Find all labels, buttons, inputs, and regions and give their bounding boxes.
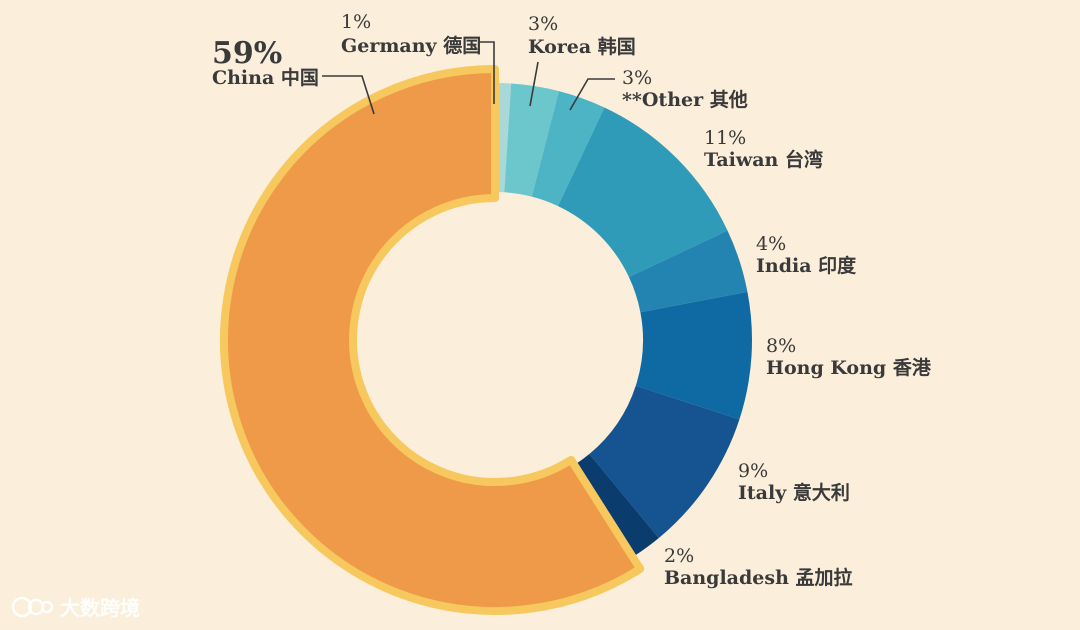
slice-label-italy: 9% Italy 意大利 bbox=[738, 460, 850, 504]
slices-group bbox=[220, 65, 752, 615]
leader-lines bbox=[322, 41, 615, 115]
category-label-italy: Italy 意大利 bbox=[738, 481, 850, 504]
slice-germany bbox=[495, 83, 512, 193]
slice-label-taiwan: 11% Taiwan 台湾 bbox=[704, 127, 823, 171]
value-label-bangladesh: 2% bbox=[664, 545, 694, 567]
value-label-korea: 3% bbox=[528, 13, 558, 35]
slice-label-germany: 1% Germany 德国 bbox=[341, 11, 481, 57]
slice-label-korea: 3% Korea 韩国 bbox=[528, 13, 636, 58]
slice-italy bbox=[589, 385, 740, 539]
category-label-taiwan: Taiwan 台湾 bbox=[704, 148, 823, 171]
category-label-china: China 中国 bbox=[212, 66, 319, 89]
slice-china bbox=[220, 65, 645, 615]
value-label-germany: 1% bbox=[341, 11, 371, 33]
value-label-other: 3% bbox=[622, 67, 652, 89]
slice-india bbox=[628, 230, 748, 313]
leader-line-korea bbox=[529, 61, 539, 107]
leader-line-china bbox=[322, 75, 375, 115]
slice-korea bbox=[504, 83, 559, 197]
slice-label-india: 4% India 印度 bbox=[756, 233, 857, 277]
value-label-taiwan: 11% bbox=[704, 127, 746, 149]
category-label-germany: Germany 德国 bbox=[341, 34, 481, 57]
value-label-italy: 9% bbox=[738, 460, 768, 482]
slice-label-china: 59% China 中国 bbox=[212, 36, 319, 89]
value-label-china: 59% bbox=[212, 36, 282, 71]
watermark-text: 大数跨境 bbox=[60, 596, 140, 620]
slice-hong-kong bbox=[635, 291, 752, 420]
category-label-korea: Korea 韩国 bbox=[528, 35, 636, 58]
logo-icon bbox=[11, 596, 54, 618]
slice-taiwan bbox=[558, 107, 728, 277]
value-label-hong-kong: 8% bbox=[766, 335, 796, 357]
slice-label-bangladesh: 2% Bangladesh 孟加拉 bbox=[664, 545, 853, 589]
slice-label-hong-kong: 8% Hong Kong 香港 bbox=[766, 335, 932, 379]
leader-line-other bbox=[569, 78, 615, 111]
category-label-india: India 印度 bbox=[756, 254, 857, 277]
category-label-bangladesh: Bangladesh 孟加拉 bbox=[664, 566, 853, 589]
category-label-hong-kong: Hong Kong 香港 bbox=[766, 357, 932, 379]
slice-other bbox=[531, 91, 605, 207]
leader-line-germany bbox=[478, 41, 495, 104]
slice-bangladesh bbox=[574, 454, 659, 557]
category-label-other: **Other 其他 bbox=[622, 88, 748, 111]
slice-label-other: 3% **Other 其他 bbox=[622, 67, 748, 111]
value-label-india: 4% bbox=[756, 233, 786, 255]
watermark: 大数跨境 bbox=[11, 596, 140, 620]
